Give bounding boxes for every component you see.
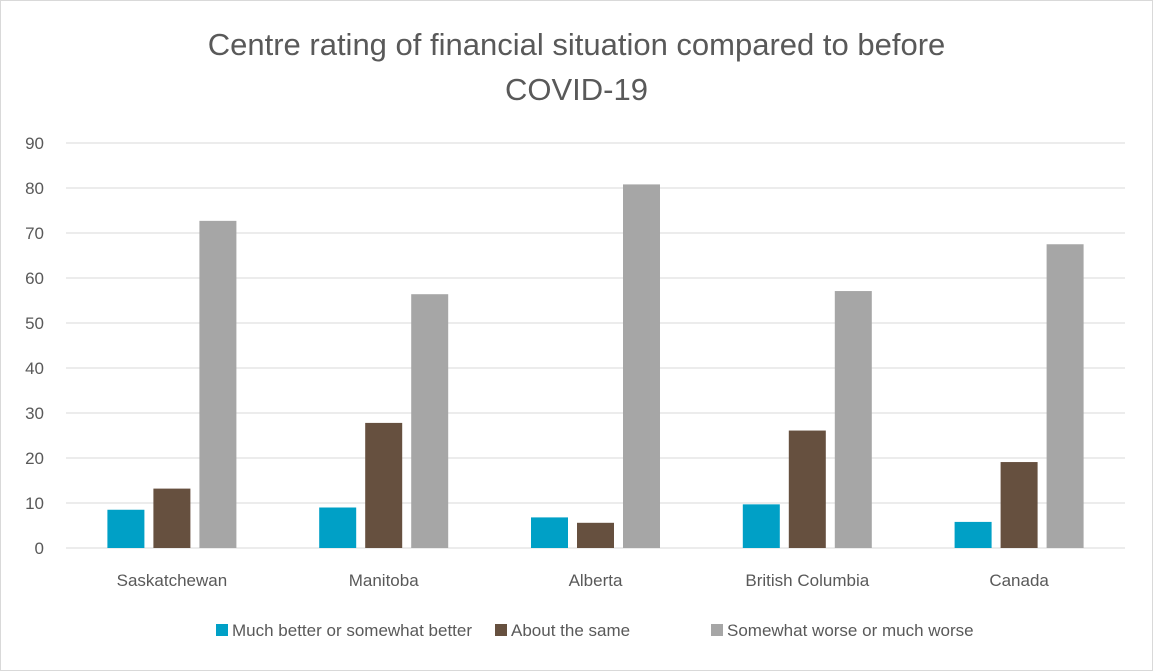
legend-swatch [495,624,507,636]
bar-alberta-series-2 [577,522,614,548]
legend: Much better or somewhat better About the … [216,621,974,640]
legend-label: About the same [511,621,630,640]
bar-manitoba-series-1 [319,507,357,548]
chart-title: Centre rating of financial situation com… [0,22,1153,112]
y-tick-label: 90 [25,134,44,153]
bar-alberta-series-1 [531,517,568,548]
chart-title-line-1: Centre rating of financial situation com… [207,27,946,62]
y-tick-label: 0 [35,539,44,558]
bar-canada-series-1 [954,521,992,548]
bar-alberta-series-3 [623,184,660,548]
bar-saskatchewan-series-2 [153,488,191,548]
bar-manitoba-series-3 [411,294,449,548]
y-tick-label: 80 [25,179,44,198]
gridlines [66,142,1125,549]
bar-british-columbia-series-3 [834,291,872,548]
bar-saskatchewan-series-1 [107,509,145,548]
y-tick-label: 20 [25,449,44,468]
y-tick-label: 60 [25,269,44,288]
x-tick-label: Alberta [569,571,623,590]
y-tick-label: 10 [25,494,44,513]
legend-label: Somewhat worse or much worse [727,621,974,640]
y-tick-label: 40 [25,359,44,378]
bar-british-columbia-series-2 [788,430,826,548]
legend-swatch [711,624,723,636]
bar-manitoba-series-2 [365,422,403,548]
x-tick-label: Manitoba [349,571,419,590]
legend-label: Much better or somewhat better [232,621,472,640]
y-tick-label: 70 [25,224,44,243]
y-axis-ticks: 0 10 20 30 40 50 60 70 80 90 [25,134,44,558]
y-tick-label: 30 [25,404,44,423]
x-tick-label: Canada [989,571,1049,590]
y-tick-label: 50 [25,314,44,333]
legend-swatch [216,624,228,636]
chart-title-line-2: COVID-19 [505,72,648,107]
x-tick-label: British Columbia [745,571,869,590]
bars [107,184,1084,548]
x-axis-ticks: Saskatchewan Manitoba Alberta British Colum… [117,571,1050,590]
bar-saskatchewan-series-3 [199,220,237,548]
x-tick-label: Saskatchewan [117,571,228,590]
bar-canada-series-3 [1046,244,1084,548]
bar-british-columbia-series-1 [742,504,780,548]
bar-canada-series-2 [1000,462,1038,548]
